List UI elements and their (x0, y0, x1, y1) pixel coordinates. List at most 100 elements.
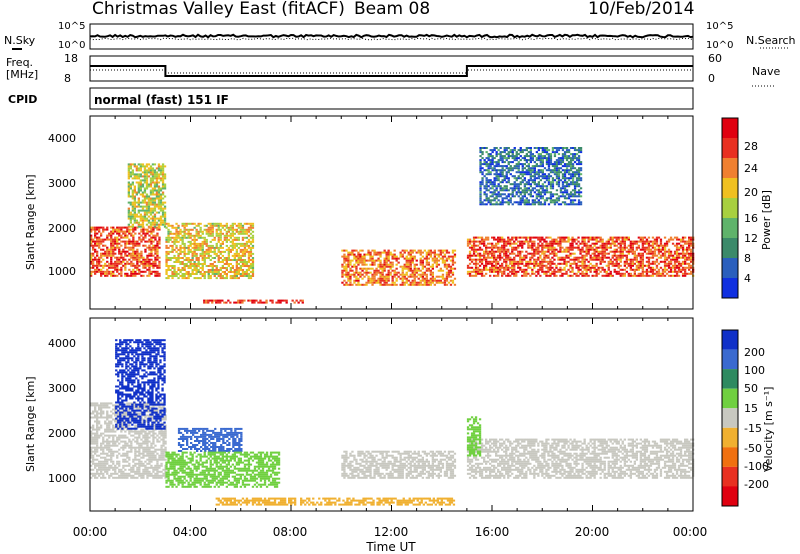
data-cell (405, 259, 408, 262)
data-cell (583, 264, 586, 267)
data-cell (513, 201, 516, 204)
data-cell (615, 260, 618, 263)
data-cell (688, 268, 691, 271)
data-cell (285, 301, 288, 304)
data-cell (137, 181, 140, 184)
data-cell (633, 272, 636, 275)
data-cell (517, 161, 520, 164)
data-cell (503, 175, 506, 178)
data-cell (639, 240, 642, 243)
data-cell (479, 183, 482, 186)
data-cell (541, 260, 544, 263)
data-cell (383, 265, 386, 268)
data-cell (593, 268, 596, 271)
data-cell (237, 252, 240, 255)
data-cell (535, 173, 538, 176)
data-cell (629, 266, 632, 269)
data-cell (203, 242, 206, 245)
data-cell (157, 169, 161, 172)
data-cell (104, 270, 107, 273)
data-cell (519, 254, 522, 257)
data-cell (563, 201, 567, 204)
data-cell (533, 165, 536, 168)
data-cell (124, 246, 127, 249)
data-cell (551, 242, 554, 245)
data-cell (193, 236, 196, 239)
data-cell (146, 268, 149, 271)
data-cell (633, 268, 636, 271)
data-cell (515, 191, 518, 194)
data-cell (92, 270, 95, 273)
data-cell (133, 165, 136, 168)
data-cell (423, 273, 426, 276)
data-cell (179, 261, 182, 263)
data-cell (183, 269, 186, 271)
data-cell (519, 193, 522, 196)
data-cell (131, 173, 134, 176)
data-cell (161, 171, 165, 174)
data-cell (389, 265, 392, 268)
data-cell (114, 248, 117, 251)
data-cell (439, 281, 442, 284)
data-cell (563, 191, 567, 194)
noise-panel: N.Sky 10^5 10^0 10^5 10^0 N.Search (4, 21, 796, 51)
data-cell (625, 258, 628, 261)
data-cell (393, 275, 396, 278)
data-cell (549, 264, 552, 267)
data-cell (132, 274, 135, 277)
data-cell (579, 248, 582, 251)
data-cell (371, 283, 374, 286)
data-cell (347, 255, 350, 258)
data-cell (553, 161, 557, 164)
data-cell (219, 236, 222, 239)
data-cell (409, 275, 412, 278)
data-cell (195, 257, 198, 259)
data-cell (537, 149, 540, 152)
data-cell (357, 255, 360, 258)
data-cell (345, 257, 348, 260)
data-cell (569, 244, 572, 247)
data-cell (495, 268, 498, 271)
data-cell (474, 260, 478, 263)
data-cell (688, 266, 691, 269)
data-cell (495, 197, 498, 200)
data-cell (671, 256, 675, 259)
data-cell (445, 273, 449, 276)
data-cell (499, 181, 502, 184)
data-cell (405, 273, 408, 276)
data-cell (497, 240, 500, 243)
data-cell (143, 167, 147, 170)
data-cell (677, 246, 681, 249)
data-cell (541, 264, 544, 267)
data-cell (451, 249, 455, 252)
data-cell (595, 254, 598, 257)
data-cell (579, 203, 583, 206)
data-cell (116, 262, 119, 265)
data-cell (157, 211, 161, 214)
data-cell (453, 261, 457, 264)
data-cell (209, 228, 212, 231)
data-cell (619, 256, 622, 259)
data-cell (379, 253, 382, 256)
data-cell (165, 226, 168, 229)
data-cell (489, 252, 492, 255)
data-cell (131, 207, 134, 210)
data-cell (527, 199, 530, 202)
data-cell (567, 173, 571, 176)
data-cell (213, 299, 216, 302)
data-cell (631, 274, 634, 277)
data-cell (503, 258, 506, 261)
data-cell (195, 263, 198, 265)
data-cell (197, 277, 200, 280)
data-cell (225, 230, 228, 233)
data-cell (472, 274, 476, 277)
data-cell (555, 248, 558, 251)
data-cell (235, 254, 238, 257)
data-cell (499, 203, 502, 206)
data-cell (483, 203, 486, 206)
data-cell (149, 217, 153, 220)
data-cell (561, 258, 564, 261)
data-cell (521, 270, 524, 273)
data-cell (533, 179, 536, 182)
data-cell (493, 256, 496, 259)
